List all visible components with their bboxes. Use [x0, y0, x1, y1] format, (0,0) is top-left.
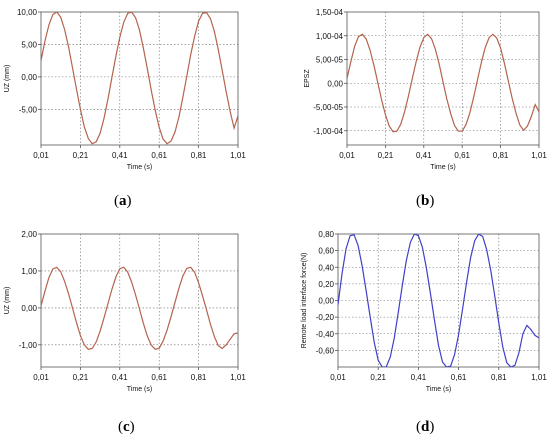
x-tick-label: 0,41 — [411, 373, 427, 382]
x-tick-label: 0,01 — [33, 151, 49, 160]
y-axis-label: UZ (mm) — [4, 287, 11, 315]
y-tick-label: 0,80 — [318, 230, 334, 239]
chart-panel-b: 0,01 0,21 0,41 0,61 0,81 1,01 1,50-04 1,00-04 5,… — [275, 0, 550, 180]
chart-panel-a: 0,01 0,21 0,41 0,61 0,81 1,01 10,00 5,00 0,00 -5,… — [0, 0, 275, 180]
x-tick-label: 0,61 — [151, 151, 167, 160]
x-tick-label: 0,41 — [112, 151, 128, 160]
x-tick-label: 0,01 — [339, 151, 355, 160]
y-axis-label: UZ (mm) — [4, 65, 11, 93]
x-tick-label: 1,01 — [531, 151, 547, 160]
x-tick-label: 0,21 — [370, 373, 386, 382]
y-tick-label: 5,00 — [21, 40, 37, 49]
series-line — [41, 266, 238, 350]
x-tick-label: 1,01 — [531, 373, 547, 382]
y-tick-label: 0,00 — [318, 297, 334, 306]
y-tick-label: -0,20 — [316, 313, 335, 322]
y-tick-label: 5,00-05 — [316, 56, 344, 65]
y-axis-label: EPSZ — [304, 69, 311, 88]
y-tick-label: 1,50-04 — [316, 8, 344, 17]
chart-svg-a: 0,01 0,21 0,41 0,61 0,81 1,01 10,00 5,00 0,00 -5,… — [4, 8, 246, 171]
y-tick-label: -0,40 — [316, 330, 335, 339]
y-tick-label: 0,00 — [327, 79, 343, 88]
x-tick-label: 0,01 — [33, 373, 49, 382]
x-axis-label: Time (s) — [127, 164, 152, 171]
x-tick-label: 0,81 — [491, 373, 507, 382]
series-line — [338, 234, 539, 367]
caption-b-letter: b — [421, 193, 430, 209]
caption-c-letter: c — [123, 419, 130, 435]
x-tick-label: 0,81 — [191, 373, 207, 382]
x-tick-label: 0,61 — [451, 373, 467, 382]
x-tick-label: 0,61 — [454, 151, 470, 160]
y-tick-label: 0,20 — [318, 280, 334, 289]
chart-panel-c: 0,01 0,21 0,41 0,61 0,81 1,01 2,00 1,00 0,00 -1,0… — [0, 222, 275, 402]
y-tick-label: 0,60 — [318, 247, 334, 256]
x-tick-label: 0,21 — [73, 151, 89, 160]
y-tick-label: 0,00 — [21, 73, 37, 82]
caption-b: (b) — [416, 193, 435, 209]
x-axis-label: Time (s) — [127, 386, 152, 393]
x-tick-label: 0,41 — [112, 373, 128, 382]
x-tick-label: 1,01 — [230, 373, 246, 382]
y-tick-label: 10,00 — [17, 8, 38, 17]
x-axis-label: Time (s) — [426, 386, 451, 393]
plot-area — [40, 11, 239, 146]
y-tick-label: -1,00 — [19, 341, 38, 350]
caption-d-letter: d — [421, 419, 430, 435]
plot-area — [346, 11, 540, 146]
series-line — [41, 12, 238, 145]
y-tick-label: -1,00-04 — [313, 127, 343, 136]
series-line — [347, 33, 539, 133]
y-tick-label: 0,40 — [318, 263, 334, 272]
y-tick-label: -5,00 — [19, 105, 38, 114]
y-tick-label: 0,00 — [21, 304, 37, 313]
x-tick-label: 0,61 — [151, 373, 167, 382]
y-tick-label: 1,00 — [21, 267, 37, 276]
x-tick-label: 0,81 — [191, 151, 207, 160]
x-tick-label: 0,41 — [416, 151, 432, 160]
x-tick-label: 0,21 — [73, 373, 89, 382]
caption-a: (a) — [114, 193, 132, 209]
y-tick-label: -0,60 — [316, 346, 335, 355]
chart-svg-d: 0,01 0,21 0,41 0,61 0,81 1,01 0,80 0,60 0,40 0,20… — [301, 230, 547, 393]
x-tick-label: 0,01 — [330, 373, 346, 382]
y-tick-label: 2,00 — [21, 230, 37, 239]
chart-panel-d: 0,01 0,21 0,41 0,61 0,81 1,01 0,80 0,60 0,40 0,20… — [275, 222, 550, 402]
chart-svg-c: 0,01 0,21 0,41 0,61 0,81 1,01 2,00 1,00 0,00 -1,0… — [4, 230, 246, 393]
y-axis-label: Remote load interface force(N) — [301, 253, 308, 349]
y-tick-label: 1,00-04 — [316, 32, 344, 41]
caption-c: (c) — [118, 419, 135, 435]
x-tick-label: 1,01 — [230, 151, 246, 160]
x-axis-label: Time (s) — [430, 164, 455, 171]
chart-svg-b: 0,01 0,21 0,41 0,61 0,81 1,01 1,50-04 1,00-04 5,… — [304, 8, 547, 171]
caption-d: (d) — [416, 419, 435, 435]
x-tick-label: 0,81 — [493, 151, 509, 160]
caption-a-letter: a — [119, 193, 127, 209]
x-tick-label: 0,21 — [378, 151, 394, 160]
y-tick-label: -5,00-05 — [313, 103, 343, 112]
